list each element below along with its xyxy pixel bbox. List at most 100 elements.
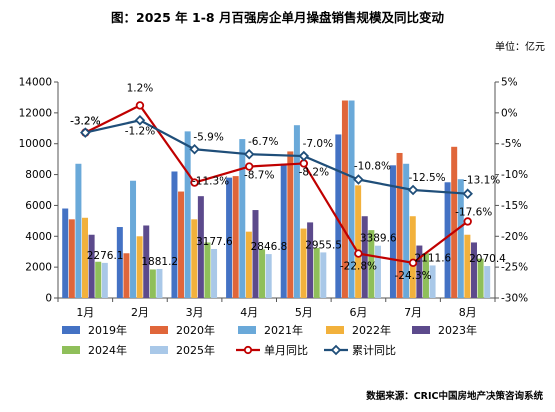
bar bbox=[211, 248, 218, 298]
bar bbox=[457, 179, 464, 298]
legend-label: 2021年 bbox=[264, 323, 303, 337]
line-value-label: -17.6% bbox=[455, 206, 492, 218]
line-value-label: 1.2% bbox=[127, 82, 154, 94]
left-axis-tick-label: 14000 bbox=[19, 77, 52, 89]
line-point-diamond bbox=[353, 174, 364, 185]
bar bbox=[451, 146, 458, 298]
line-point-circle bbox=[354, 249, 363, 258]
line-value-label: -12.5% bbox=[408, 172, 445, 184]
line-value-label: -11.3% bbox=[192, 176, 229, 188]
bar-value-label: 3389.6 bbox=[360, 233, 397, 245]
left-axis-tick-label: 12000 bbox=[19, 107, 52, 119]
bar bbox=[484, 266, 491, 298]
left-axis-tick-label: 2000 bbox=[25, 262, 52, 274]
legend-swatch bbox=[150, 326, 168, 334]
legend-swatch bbox=[150, 346, 168, 354]
bar-value-label: 2955.5 bbox=[305, 239, 342, 251]
line-value-label: -3.2% bbox=[70, 116, 100, 128]
right-axis-tick-label: -5% bbox=[501, 138, 521, 150]
legend-marker bbox=[330, 344, 342, 356]
line-value-label: -6.7% bbox=[248, 136, 278, 148]
line-point-diamond bbox=[462, 188, 473, 199]
right-axis-tick-label: -30% bbox=[501, 293, 528, 305]
bar bbox=[300, 228, 307, 298]
x-axis-tick-label: 1月 bbox=[76, 306, 94, 319]
line-value-label: -5.9% bbox=[193, 131, 223, 143]
line-point-diamond bbox=[407, 184, 419, 196]
bar bbox=[245, 231, 252, 298]
bar bbox=[464, 234, 471, 298]
right-axis-tick-label: -20% bbox=[501, 231, 528, 243]
bar bbox=[101, 262, 108, 298]
line-value-label: -1.2% bbox=[125, 125, 155, 137]
bar bbox=[429, 265, 436, 298]
legend-marker bbox=[243, 345, 253, 355]
legend-label: 2024年 bbox=[88, 343, 127, 357]
bar bbox=[191, 219, 198, 298]
x-axis-tick-label: 6月 bbox=[349, 306, 367, 319]
bar bbox=[252, 210, 259, 298]
bar bbox=[341, 100, 348, 298]
line-value-label: -8.2% bbox=[299, 166, 329, 178]
bar bbox=[149, 269, 156, 298]
bar-value-label: 2070.4 bbox=[469, 253, 506, 265]
bar bbox=[348, 100, 355, 298]
bar bbox=[62, 208, 69, 298]
bar bbox=[226, 177, 233, 298]
bar bbox=[293, 125, 300, 298]
bar bbox=[409, 216, 416, 298]
bar bbox=[265, 254, 272, 298]
x-axis-tick-label: 3月 bbox=[186, 306, 204, 319]
bar bbox=[422, 253, 429, 298]
bar bbox=[280, 163, 287, 298]
bar bbox=[313, 247, 320, 298]
left-axis-tick-label: 4000 bbox=[25, 231, 52, 243]
left-axis-tick-label: 8000 bbox=[25, 169, 52, 181]
line-point-circle bbox=[408, 258, 418, 268]
bar-value-label: 2276.1 bbox=[87, 250, 124, 262]
line-value-label: -3.2% bbox=[70, 116, 100, 128]
x-axis-tick-label: 5月 bbox=[295, 306, 313, 319]
unit-label: 单位：亿元 bbox=[495, 42, 545, 53]
bar bbox=[335, 134, 342, 298]
bar-value-label: 2846.8 bbox=[251, 241, 288, 253]
bar bbox=[259, 249, 266, 298]
bar bbox=[416, 245, 423, 298]
line-point-diamond bbox=[134, 114, 146, 126]
bar bbox=[368, 230, 375, 298]
legend-swatch bbox=[62, 346, 80, 354]
bar bbox=[156, 268, 163, 298]
legend-label: 单月同比 bbox=[264, 344, 308, 357]
line-point-circle bbox=[135, 101, 145, 110]
legend-label: 累计同比 bbox=[352, 344, 396, 357]
line-point-diamond bbox=[298, 150, 310, 162]
bar bbox=[374, 245, 381, 298]
legend-swatch bbox=[62, 326, 80, 334]
legend-label: 2023年 bbox=[438, 323, 477, 337]
bar bbox=[396, 152, 403, 298]
left-axis-tick-label: 0 bbox=[45, 293, 52, 305]
bar bbox=[95, 261, 102, 298]
x-axis-tick-label: 2月 bbox=[131, 306, 149, 319]
line-value-label: -10.8% bbox=[354, 161, 391, 173]
line-series bbox=[84, 104, 469, 264]
chart-title: 图：2025 年 1-8 月百强房企单月操盘销售规模及同比变动 bbox=[111, 10, 444, 25]
legend-swatch bbox=[238, 326, 256, 334]
bar bbox=[287, 151, 294, 298]
line-point-diamond bbox=[243, 148, 255, 160]
bar bbox=[239, 139, 246, 298]
bar bbox=[88, 234, 95, 298]
bar bbox=[232, 176, 239, 298]
right-axis-tick-label: -10% bbox=[501, 169, 528, 181]
x-axis-tick-label: 4月 bbox=[240, 306, 258, 319]
line-point-circle bbox=[190, 178, 199, 187]
bar bbox=[136, 236, 143, 298]
legend-label: 2022年 bbox=[352, 323, 391, 337]
bar bbox=[184, 131, 191, 298]
bar bbox=[82, 217, 89, 298]
line-value-label: -8.7% bbox=[244, 170, 274, 182]
bar bbox=[116, 227, 123, 298]
bar bbox=[444, 182, 451, 298]
line-point-diamond bbox=[80, 127, 91, 138]
